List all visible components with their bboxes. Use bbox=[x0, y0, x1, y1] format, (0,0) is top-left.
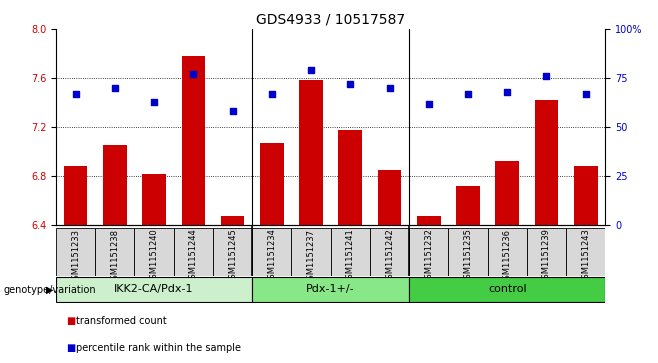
Point bbox=[502, 89, 513, 95]
Point bbox=[149, 99, 159, 105]
Point bbox=[109, 85, 120, 91]
Bar bbox=[527, 228, 566, 276]
Bar bbox=[220, 216, 244, 225]
Title: GDS4933 / 10517587: GDS4933 / 10517587 bbox=[256, 12, 405, 26]
Text: ■: ■ bbox=[66, 316, 75, 326]
Text: GSM1151235: GSM1151235 bbox=[463, 229, 472, 285]
Point bbox=[463, 91, 473, 97]
Point bbox=[580, 91, 591, 97]
Text: GSM1151236: GSM1151236 bbox=[503, 229, 512, 285]
Text: percentile rank within the sample: percentile rank within the sample bbox=[76, 343, 241, 354]
Bar bbox=[566, 228, 605, 276]
Text: GSM1151242: GSM1151242 bbox=[385, 229, 394, 284]
Bar bbox=[409, 277, 605, 302]
Bar bbox=[448, 228, 488, 276]
Point bbox=[306, 67, 316, 73]
Point bbox=[70, 91, 81, 97]
Text: GSM1151239: GSM1151239 bbox=[542, 229, 551, 285]
Text: GSM1151237: GSM1151237 bbox=[307, 229, 316, 285]
Bar bbox=[417, 216, 440, 225]
Bar bbox=[574, 166, 597, 225]
Text: GSM1151240: GSM1151240 bbox=[149, 229, 159, 284]
Text: GSM1151233: GSM1151233 bbox=[71, 229, 80, 285]
Bar bbox=[252, 228, 291, 276]
Bar bbox=[213, 228, 252, 276]
Text: ▶: ▶ bbox=[47, 285, 54, 295]
Bar bbox=[370, 228, 409, 276]
Point bbox=[384, 85, 395, 91]
Point bbox=[266, 91, 277, 97]
Bar bbox=[103, 146, 126, 225]
Bar bbox=[456, 186, 480, 225]
Bar bbox=[252, 277, 409, 302]
Point bbox=[345, 81, 355, 87]
Bar bbox=[95, 228, 134, 276]
Text: GSM1151234: GSM1151234 bbox=[267, 229, 276, 285]
Text: control: control bbox=[488, 284, 526, 294]
Bar bbox=[291, 228, 330, 276]
Bar bbox=[338, 130, 362, 225]
Text: GSM1151232: GSM1151232 bbox=[424, 229, 433, 285]
Text: IKK2-CA/Pdx-1: IKK2-CA/Pdx-1 bbox=[114, 284, 194, 294]
Bar bbox=[535, 100, 558, 225]
Text: Pdx-1+/-: Pdx-1+/- bbox=[307, 284, 355, 294]
Bar bbox=[174, 228, 213, 276]
Bar bbox=[64, 166, 88, 225]
Bar bbox=[378, 170, 401, 225]
Bar bbox=[488, 228, 527, 276]
Bar bbox=[260, 143, 284, 225]
Bar bbox=[182, 56, 205, 225]
Bar bbox=[56, 228, 95, 276]
Bar bbox=[134, 228, 174, 276]
Bar bbox=[56, 277, 252, 302]
Text: GSM1151243: GSM1151243 bbox=[581, 229, 590, 285]
Text: GSM1151238: GSM1151238 bbox=[111, 229, 119, 285]
Point bbox=[424, 101, 434, 106]
Text: genotype/variation: genotype/variation bbox=[3, 285, 96, 295]
Bar bbox=[495, 161, 519, 225]
Point bbox=[188, 71, 199, 77]
Text: transformed count: transformed count bbox=[76, 316, 166, 326]
Point bbox=[227, 109, 238, 114]
Bar bbox=[299, 81, 323, 225]
Text: GSM1151244: GSM1151244 bbox=[189, 229, 198, 284]
Text: GSM1151241: GSM1151241 bbox=[345, 229, 355, 284]
Text: GSM1151245: GSM1151245 bbox=[228, 229, 237, 284]
Bar bbox=[142, 174, 166, 225]
Point bbox=[542, 73, 552, 79]
Bar bbox=[409, 228, 448, 276]
Text: ■: ■ bbox=[66, 343, 75, 354]
Bar bbox=[330, 228, 370, 276]
